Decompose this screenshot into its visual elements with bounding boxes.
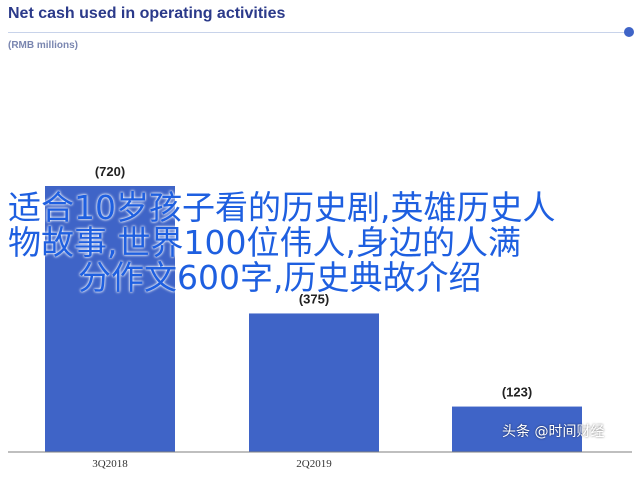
unit-label: (RMB millions): [8, 40, 78, 51]
tick-label-2: 2Q2019: [296, 458, 332, 470]
bars-group: [45, 186, 582, 452]
value-labels-group: (720) (375) (123): [95, 164, 532, 400]
overlay-line-1: 适合10岁孩子看的历史剧,英雄历史人: [8, 188, 556, 227]
value-label-0: (720): [95, 164, 125, 179]
overlay-line-2: 物故事,世界100位伟人,身边的人满: [8, 223, 521, 262]
title-rule: [8, 32, 632, 33]
value-label-4: (123): [502, 385, 532, 400]
watermark: 头条 @时间财经: [502, 424, 605, 440]
bar-0: [45, 186, 175, 452]
tick-label-0: 3Q2018: [92, 458, 128, 470]
value-label-2: (375): [299, 291, 329, 306]
bar-2: [249, 313, 379, 452]
chart-title: Net cash used in operating activities: [8, 5, 286, 22]
bar-4: [452, 406, 582, 452]
overlay-line-3: 分作文600字,历史典故介绍: [78, 258, 482, 297]
tick-labels-group: 3Q2018 2Q2019: [92, 458, 332, 470]
rule-endcap-dot: [624, 27, 634, 37]
